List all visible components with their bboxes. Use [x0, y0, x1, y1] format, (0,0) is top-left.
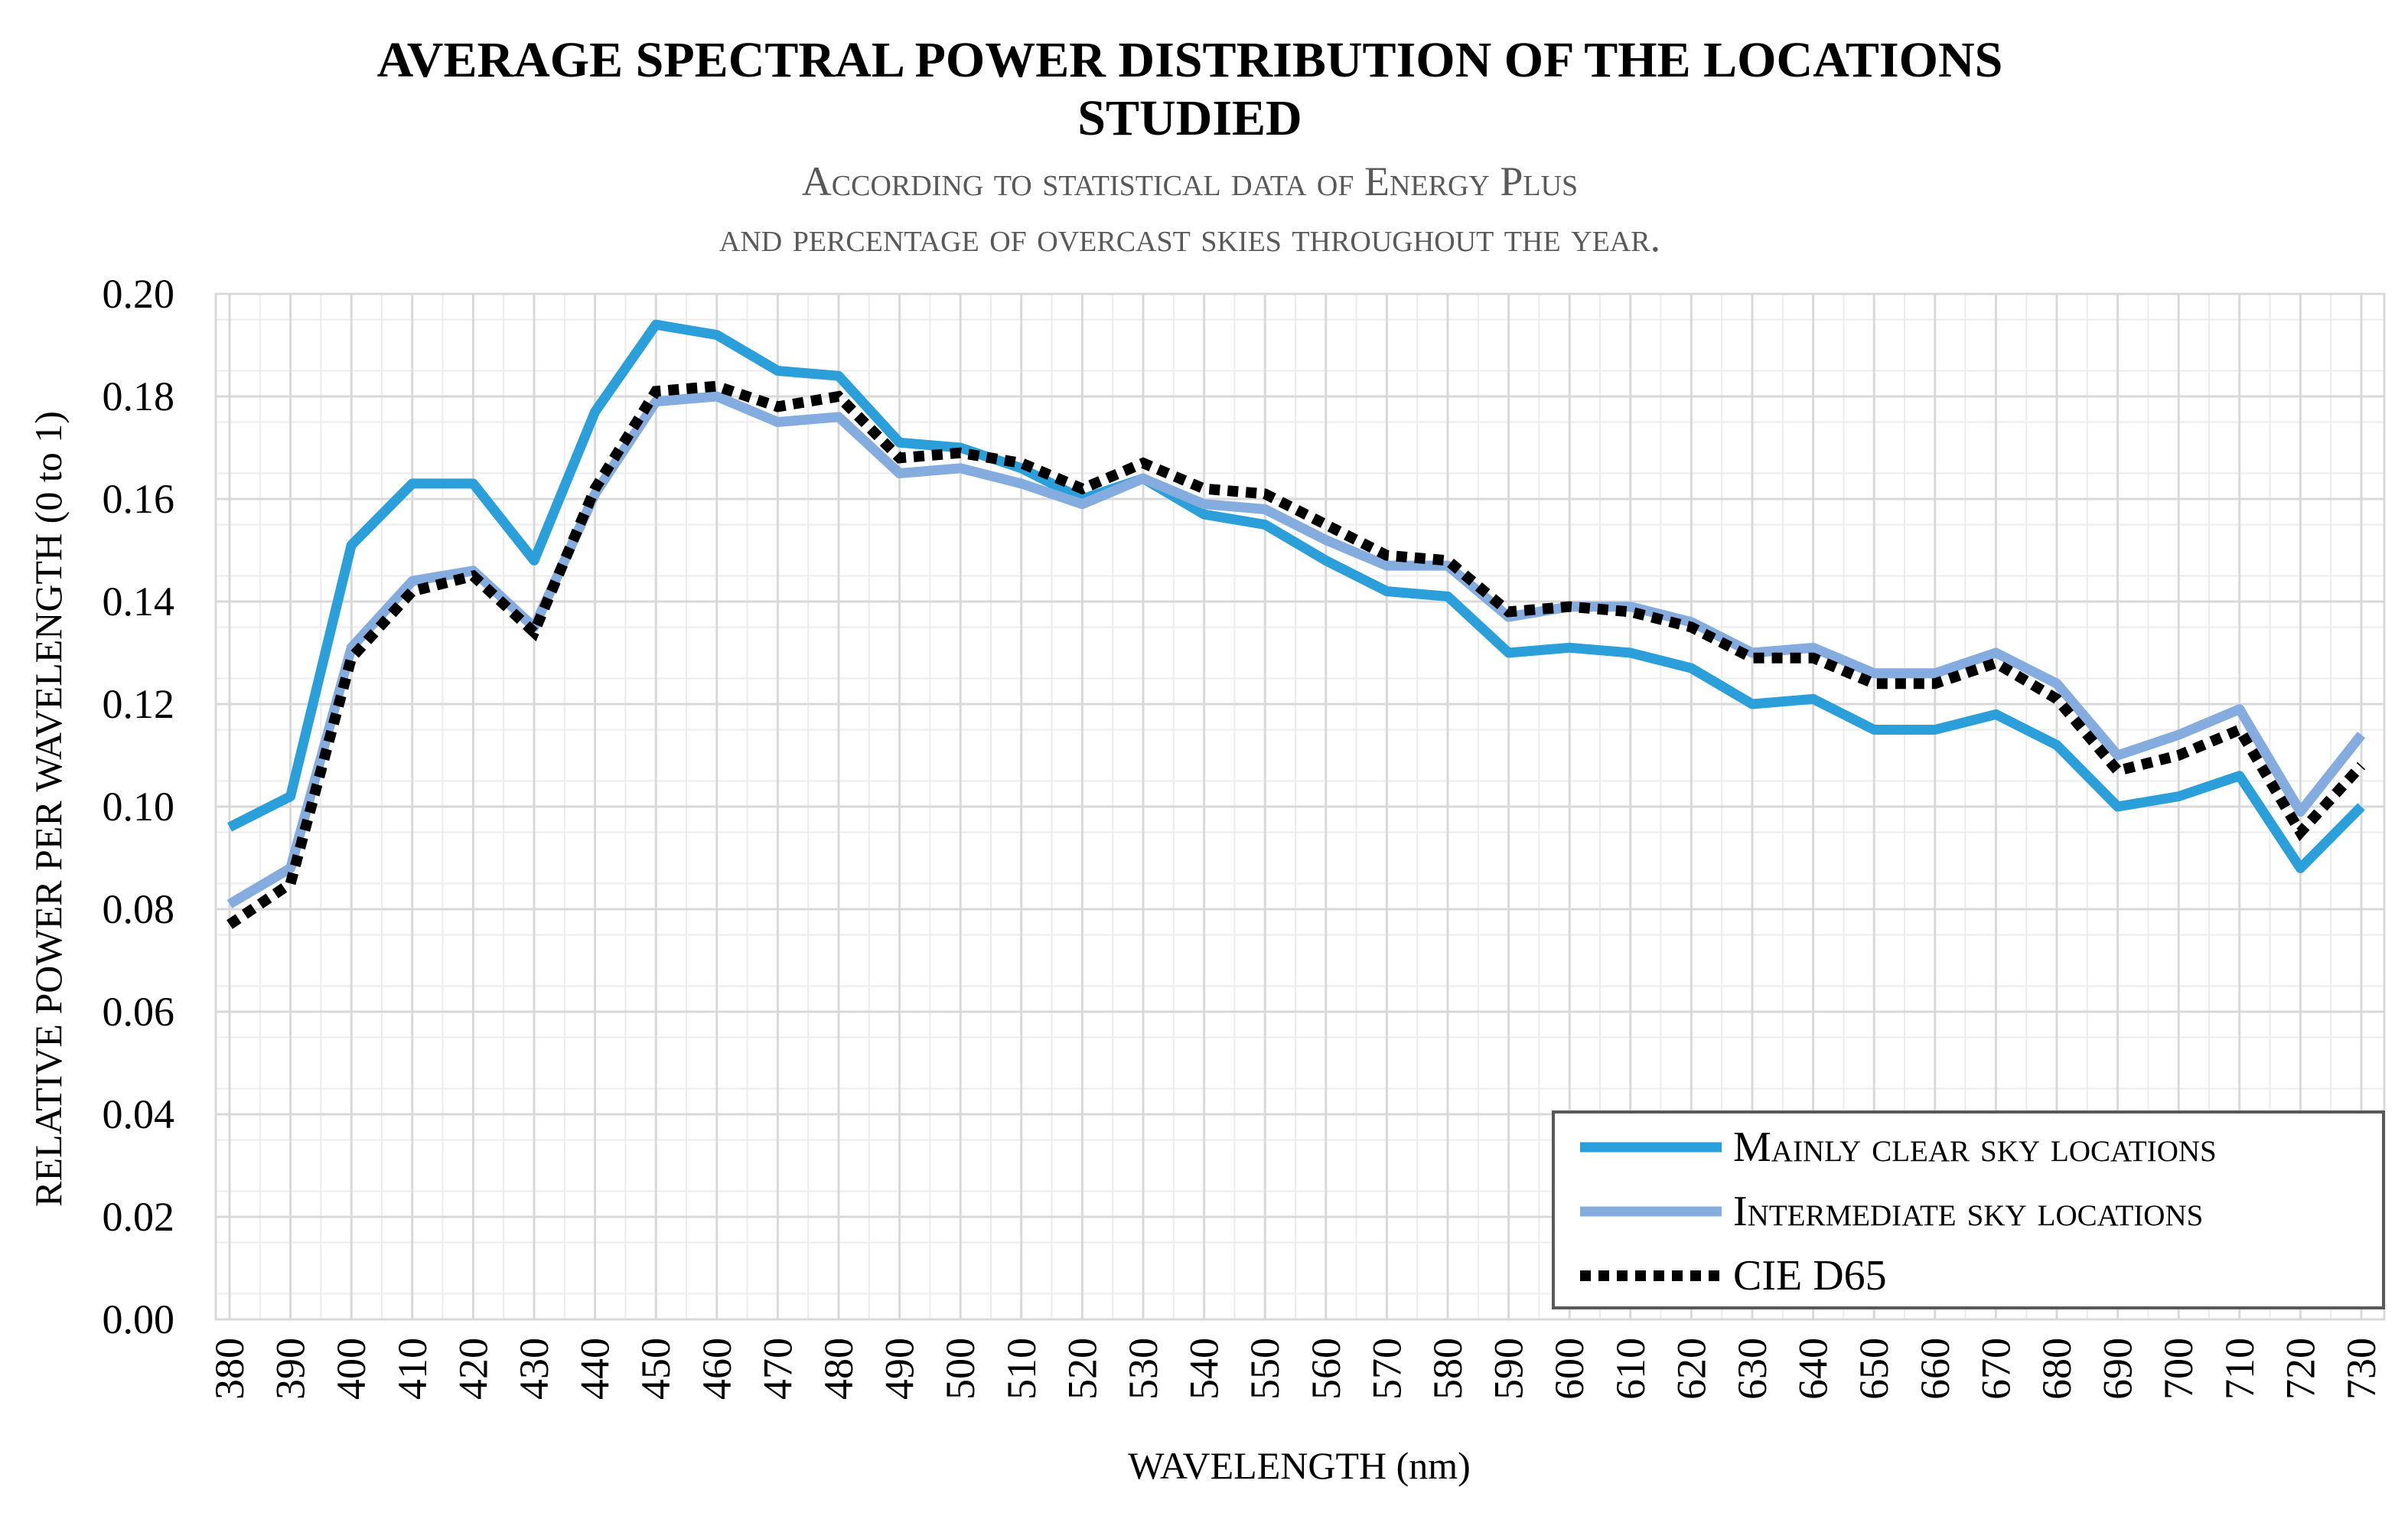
- y-tick-label: 0.10: [103, 784, 175, 830]
- y-axis-title: RELATIVE POWER PER WAVELENGTH (0 to 1): [27, 411, 70, 1207]
- x-tick-label: 400: [328, 1338, 374, 1400]
- series-line-cie-d65: [226, 380, 2366, 929]
- x-tick-label: 390: [268, 1338, 314, 1400]
- y-tick-label: 0.08: [103, 886, 175, 932]
- x-tick-label: 450: [633, 1338, 679, 1400]
- x-tick-label: 480: [816, 1338, 862, 1400]
- x-tick-label: 690: [2095, 1338, 2141, 1400]
- x-tick-label: 630: [1729, 1338, 1775, 1400]
- x-tick-label: 720: [2277, 1338, 2323, 1400]
- x-tick-label: 500: [937, 1338, 983, 1400]
- y-tick-label: 0.02: [103, 1194, 175, 1240]
- legend: Mainly clear sky locations Intermediate …: [1552, 1110, 2385, 1309]
- x-tick-label: 700: [2155, 1338, 2201, 1400]
- x-tick-label: 660: [1912, 1338, 1958, 1400]
- x-tick-label: 520: [1059, 1338, 1105, 1400]
- plot-area-border: [214, 292, 2386, 1321]
- chart-title-line-1: AVERAGE SPECTRAL POWER DISTRIBUTION OF T…: [377, 32, 2003, 88]
- x-tick-label: 590: [1486, 1338, 1532, 1400]
- x-tick-label: 610: [1608, 1338, 1654, 1400]
- x-tick-label: 530: [1120, 1338, 1166, 1400]
- legend-label-cie-d65: CIE D65: [1733, 1252, 1887, 1299]
- x-tick-label: 410: [389, 1338, 435, 1400]
- x-tick-label: 680: [2034, 1338, 2080, 1400]
- x-tick-label: 430: [511, 1338, 557, 1400]
- y-tick-label: 0.00: [103, 1296, 175, 1342]
- x-tick-label: 560: [1303, 1338, 1349, 1400]
- x-tick-label: 420: [450, 1338, 496, 1400]
- y-tick-label: 0.18: [103, 373, 175, 419]
- y-axis-ticks: 0.00 0.02 0.04 0.06 0.08 0.10 0.12 0.14 0.16 0.18…: [103, 271, 175, 1342]
- x-tick-label: 650: [1851, 1338, 1897, 1400]
- x-tick-label: 440: [572, 1338, 618, 1400]
- x-tick-label: 510: [999, 1338, 1044, 1400]
- y-tick-label: 0.04: [103, 1091, 175, 1137]
- x-tick-label: 380: [207, 1338, 253, 1400]
- x-tick-label: 600: [1546, 1338, 1592, 1400]
- x-tick-label: 580: [1425, 1338, 1471, 1400]
- legend-label-intermediate-sky: Intermediate sky locations: [1733, 1188, 2203, 1235]
- series-line-clear-sky: [227, 319, 2365, 873]
- x-tick-label: 670: [1973, 1338, 2019, 1400]
- series-lines: [226, 319, 2366, 929]
- y-tick-label: 0.16: [103, 476, 175, 522]
- y-tick-label: 0.06: [103, 989, 175, 1035]
- legend-label-clear-sky: Mainly clear sky locations: [1733, 1123, 2217, 1171]
- x-tick-label: 620: [1668, 1338, 1714, 1400]
- x-axis-ticks: 380 390 400 410 420 430 440 450 460 470 480 490 500 5…: [207, 1338, 2384, 1400]
- x-tick-label: 550: [1242, 1338, 1288, 1400]
- chart-subtitle-line-2: and percentage of overcast skies through…: [719, 214, 1660, 260]
- x-tick-label: 490: [877, 1338, 923, 1400]
- x-tick-label: 730: [2338, 1338, 2384, 1400]
- chart-title-line-2: STUDIED: [1077, 90, 1302, 146]
- x-tick-label: 540: [1181, 1338, 1227, 1400]
- y-tick-label: 0.20: [103, 271, 175, 317]
- x-tick-label: 710: [2217, 1338, 2263, 1400]
- x-tick-label: 640: [1791, 1338, 1836, 1400]
- x-axis-title: WAVELENGTH (nm): [1128, 1444, 1471, 1487]
- x-tick-label: 460: [694, 1338, 740, 1400]
- x-tick-label: 470: [754, 1338, 800, 1400]
- x-tick-label: 570: [1364, 1338, 1409, 1400]
- chart-subtitle-line-1: According to statistical data of Energy …: [802, 158, 1578, 204]
- y-tick-label: 0.12: [103, 681, 175, 727]
- y-tick-label: 0.14: [103, 579, 175, 624]
